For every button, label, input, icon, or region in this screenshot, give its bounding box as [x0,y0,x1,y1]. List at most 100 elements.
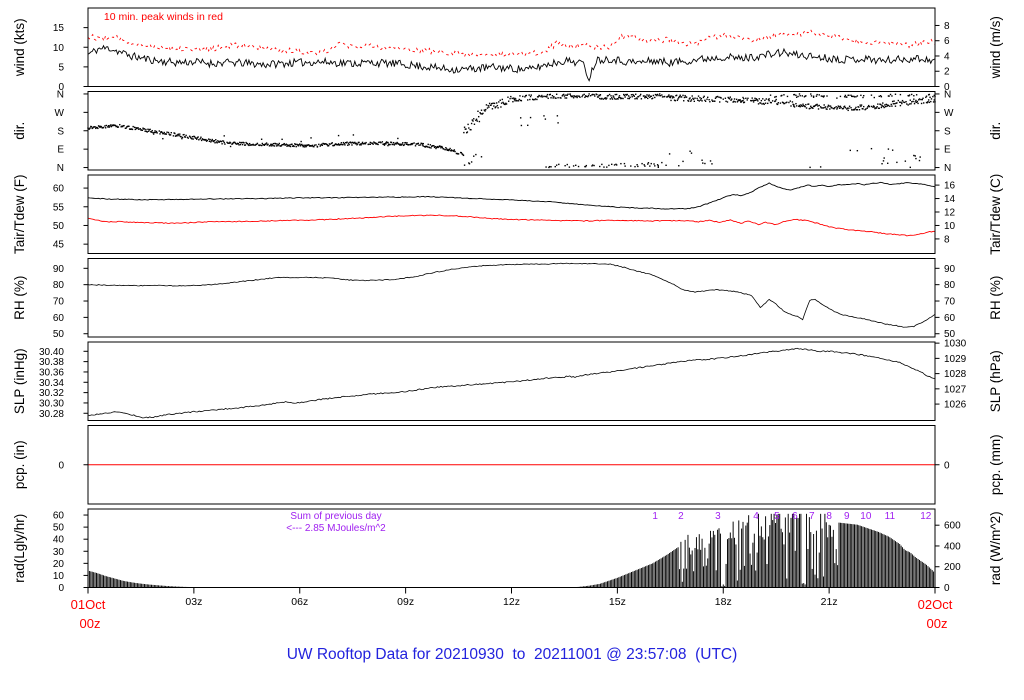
y-tick-label: 10 [53,43,65,54]
panel-temperature: 45 50 55 60 8 10 12 14 16 Tair/Tdew (F) Tair/Tdew … [12,174,1003,255]
y-tick-label: N [57,89,64,100]
axis-title-left-wind: wind (kts) [12,18,27,77]
rad-hour-label: 10 [860,511,872,522]
y-tick-label: 1029 [944,354,967,365]
x-date-sublabel: 00z [927,616,948,631]
y-tick-label: 30.30 [39,398,64,409]
y-tick-label: 60 [53,313,65,324]
y-tick-label: 16 [944,181,956,192]
y-tick-label: 0 [944,460,950,471]
x-tick-label: 06z [291,596,308,608]
wind-avg-kts-line [87,44,936,82]
y-tick-label: 0 [58,460,64,471]
y-tick-label: 15 [53,23,65,34]
axis-title-left-temperature: Tair/Tdew (F) [12,174,27,254]
y-tick-label: E [57,145,64,156]
rad-lgly-hr-bars [87,513,936,588]
rad-hour-label: 12 [920,511,932,522]
x-tick-label: 15z [609,596,626,608]
panel-border-pressure [87,341,936,421]
y-tick-label: 30.40 [39,347,64,358]
y-tick-label: 0 [58,583,64,594]
axis-title-left-pressure: SLP (inHg) [12,348,27,414]
y-tick-label: 60 [944,313,956,324]
y-tick-label: 30.38 [39,357,64,368]
rad-hour-label: 6 [792,511,798,522]
y-tick-label: 55 [53,202,65,213]
x-date-label: 02Oct [918,597,953,612]
axis-title-right-radiation: rad (W/m^2) [988,511,1003,585]
rad-hour-label: 7 [809,511,815,522]
panel-border-temperature [87,174,936,254]
y-tick-label: 45 [53,240,65,251]
rad-hour-label: 1 [652,511,658,522]
rad-hour-label: 11 [885,511,896,522]
y-tick-label: 80 [944,280,956,291]
rad-hour-label: 9 [844,511,850,522]
tdew-f-line [87,214,936,237]
axis-title-left-humidity: RH (%) [12,276,27,320]
y-tick-label: 6 [944,36,950,47]
annotation-wind: 10 min. peak winds in red [104,11,223,23]
y-tick-label: N [944,163,951,174]
x-tick-label: 21z [821,596,838,608]
y-tick-label: 1028 [944,369,967,380]
y-tick-label: 0 [944,82,950,93]
y-tick-label: 30 [53,547,65,558]
panel-humidity: 50 60 70 80 90 50 60 70 80 90 RH (%) RH (%) [12,258,1003,340]
annotation-radiation: Sum of previous day [290,511,381,522]
x-tick-label: 12z [503,596,520,608]
rh-pct-line [87,262,936,328]
y-tick-label: 50 [53,329,65,340]
y-tick-label: 50 [53,221,65,232]
y-tick-label: 5 [58,62,64,73]
axis-title-right-humidity: RH (%) [988,276,1003,320]
y-tick-label: 20 [53,559,65,570]
y-tick-label: 30.34 [39,378,64,389]
y-tick-label: 8 [944,234,950,245]
y-tick-label: 600 [944,521,961,532]
y-tick-label: 70 [944,297,956,308]
wind-direction-points [87,93,936,169]
y-tick-label: N [57,163,64,174]
y-tick-label: 12 [944,208,956,219]
y-tick-label: 10 [53,571,65,582]
y-tick-label: 50 [944,329,956,340]
x-date-label: 01Oct [71,597,106,612]
axis-title-left-direction: dir. [12,122,27,140]
x-axis: 01Oct 00z 03z 06z 09z 12z 15z 18z 21z 02Oct 00z [71,587,953,631]
axis-title-right-temperature: Tair/Tdew (C) [988,174,1003,255]
x-tick-label: 09z [397,596,414,608]
panel-border-humidity [87,258,936,338]
x-tick-label: 03z [185,596,202,608]
panel-border-precipitation [87,425,936,505]
panel-precipitation: 0 0 pcp. (in) pcp. (mm) [12,425,1003,505]
panel-border-direction [87,91,936,171]
y-tick-label: 40 [53,535,65,546]
y-tick-label: W [55,108,65,119]
y-tick-label: 70 [53,297,65,308]
axis-title-right-wind: wind (m/s) [988,16,1003,79]
y-tick-label: 1027 [944,384,967,395]
y-tick-label: 90 [53,264,65,275]
axis-title-right-direction: dir. [988,122,1003,140]
y-tick-label: 50 [53,523,65,534]
y-tick-label: 10 [944,221,956,232]
y-tick-label: E [944,145,951,156]
y-tick-label: 1030 [944,339,967,350]
y-tick-label: 1026 [944,400,967,411]
y-tick-label: 8 [944,21,950,32]
y-tick-label: S [57,126,64,137]
y-tick-label: S [944,126,951,137]
y-tick-label: 30.28 [39,409,64,420]
axis-title-right-precipitation: pcp. (mm) [988,434,1003,495]
annotation-radiation: <--- 2.85 MJoules/m^2 [286,523,386,534]
y-tick-label: W [944,108,954,119]
y-tick-label: 30.36 [39,367,64,378]
y-tick-label: N [944,89,951,100]
axis-title-right-pressure: SLP (hPa) [988,350,1003,412]
